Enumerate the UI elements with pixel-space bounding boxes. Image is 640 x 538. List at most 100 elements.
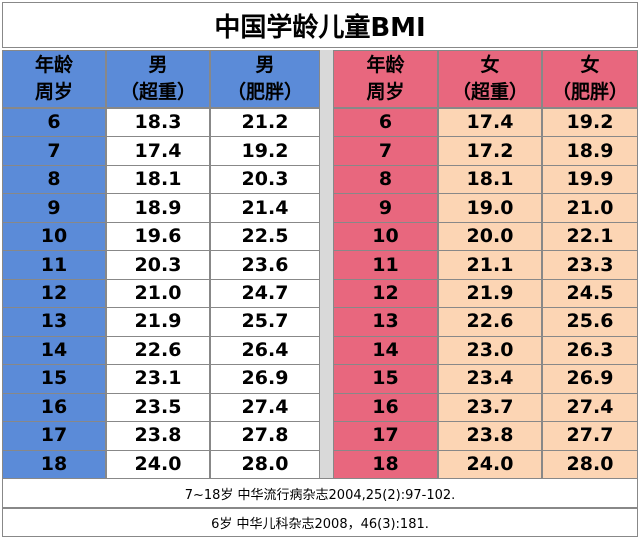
- age-cell: 9: [333, 193, 438, 223]
- cell-text: 23.5: [134, 395, 182, 418]
- age-cell: 6: [2, 108, 106, 138]
- cell-text: 15: [372, 367, 399, 390]
- value-cell: 24.0: [438, 449, 542, 479]
- age-cell: 7: [2, 136, 106, 166]
- cell-text: 14: [40, 338, 68, 361]
- value-cell: 22.5: [210, 221, 320, 252]
- cell-text: 25.7: [241, 310, 289, 333]
- value-cell: 18.1: [438, 164, 542, 195]
- age-cell: 11: [333, 250, 438, 280]
- cell-text: 21.0: [566, 196, 614, 219]
- age-cell: 15: [333, 364, 438, 394]
- cell-text: （肥胖）: [551, 81, 628, 103]
- cell-text: 24.0: [134, 452, 182, 475]
- footnote: 7~18岁 中华流行病杂志2004,25(2):97-102.: [2, 478, 638, 508]
- cell-text: 19.2: [241, 139, 289, 162]
- cell-text: 26.3: [566, 338, 614, 361]
- cell-text: 28.0: [241, 452, 289, 475]
- value-cell: 23.8: [438, 421, 542, 451]
- age-cell: 14: [333, 335, 438, 366]
- cell-text: 17: [40, 424, 68, 447]
- value-cell: 24.7: [210, 278, 320, 309]
- cell-text: 21.1: [466, 253, 514, 276]
- value-cell: 23.6: [210, 250, 320, 280]
- age-cell: 16: [2, 392, 106, 423]
- cell-text: 21.9: [466, 281, 514, 304]
- value-cell: 27.4: [542, 392, 638, 423]
- value-cell: 20.3: [106, 250, 210, 280]
- value-cell: 21.9: [438, 278, 542, 309]
- value-cell: 21.1: [438, 250, 542, 280]
- cell-text: 18.1: [134, 168, 182, 191]
- cell-text: 男: [255, 54, 275, 76]
- value-cell: 26.9: [542, 364, 638, 394]
- age-cell: 13: [2, 307, 106, 337]
- cell-text: 21.9: [134, 310, 182, 333]
- cell-text: 24.0: [466, 452, 514, 475]
- age-cell: 8: [333, 164, 438, 195]
- age-cell: 10: [333, 221, 438, 252]
- age-cell: 12: [333, 278, 438, 309]
- cell-text: 27.8: [241, 424, 289, 447]
- cell-text: 26.4: [241, 338, 289, 361]
- value-cell: 17.4: [106, 136, 210, 166]
- cell-text: 20.0: [466, 225, 514, 248]
- cell-text: 21.4: [241, 196, 289, 219]
- header-cell: 男 （超重）: [106, 50, 210, 108]
- value-cell: 22.1: [542, 221, 638, 252]
- cell-text: 26.9: [241, 367, 289, 390]
- cell-text: 22.5: [241, 225, 289, 248]
- cell-text: 9: [378, 196, 393, 219]
- value-cell: 21.4: [210, 193, 320, 223]
- cell-text: 9: [47, 196, 61, 219]
- cell-text: 27.7: [566, 424, 614, 447]
- cell-text: 11: [372, 253, 399, 276]
- cell-text: 12: [372, 281, 399, 304]
- cell-text: 11: [40, 253, 68, 276]
- cell-text: 12: [40, 281, 68, 304]
- cell-text: 25.6: [566, 310, 614, 333]
- value-cell: 19.9: [542, 164, 638, 195]
- cell-text: 14: [372, 338, 399, 361]
- age-cell: 9: [2, 193, 106, 223]
- header-cell: 年龄 周岁: [333, 50, 438, 108]
- cell-text: 19.6: [134, 225, 182, 248]
- value-cell: 25.7: [210, 307, 320, 337]
- value-cell: 23.1: [106, 364, 210, 394]
- value-cell: 18.9: [106, 193, 210, 223]
- age-cell: 18: [333, 449, 438, 479]
- age-cell: 8: [2, 164, 106, 195]
- cell-text: 男: [148, 54, 168, 76]
- value-cell: 19.2: [542, 108, 638, 138]
- value-cell: 19.6: [106, 221, 210, 252]
- cell-text: 24.5: [566, 281, 614, 304]
- value-cell: 27.8: [210, 421, 320, 451]
- cell-text: 22.6: [466, 310, 514, 333]
- cell-text: 27.4: [241, 395, 289, 418]
- age-cell: 11: [2, 250, 106, 280]
- cell-text: 18: [372, 452, 399, 475]
- value-cell: 21.9: [106, 307, 210, 337]
- value-cell: 28.0: [210, 449, 320, 479]
- cell-text: 周岁: [366, 81, 405, 103]
- value-cell: 19.2: [210, 136, 320, 166]
- cell-text: 20.3: [134, 253, 182, 276]
- cell-text: 18.3: [134, 111, 182, 134]
- age-cell: 17: [333, 421, 438, 451]
- cell-text: 23.6: [241, 253, 289, 276]
- cell-text: 6: [378, 111, 393, 134]
- cell-text: 7: [47, 139, 61, 162]
- header-cell: 女 （肥胖）: [542, 50, 638, 108]
- age-cell: 16: [333, 392, 438, 423]
- title: 中国学龄儿童BMI: [2, 2, 638, 48]
- cell-text: （超重）: [119, 81, 196, 103]
- age-cell: 17: [2, 421, 106, 451]
- value-cell: 25.6: [542, 307, 638, 337]
- value-cell: 22.6: [438, 307, 542, 337]
- cell-text: 19.2: [566, 111, 614, 134]
- value-cell: 27.4: [210, 392, 320, 423]
- cell-text: 22.1: [566, 225, 614, 248]
- value-cell: 27.7: [542, 421, 638, 451]
- age-cell: 6: [333, 108, 438, 138]
